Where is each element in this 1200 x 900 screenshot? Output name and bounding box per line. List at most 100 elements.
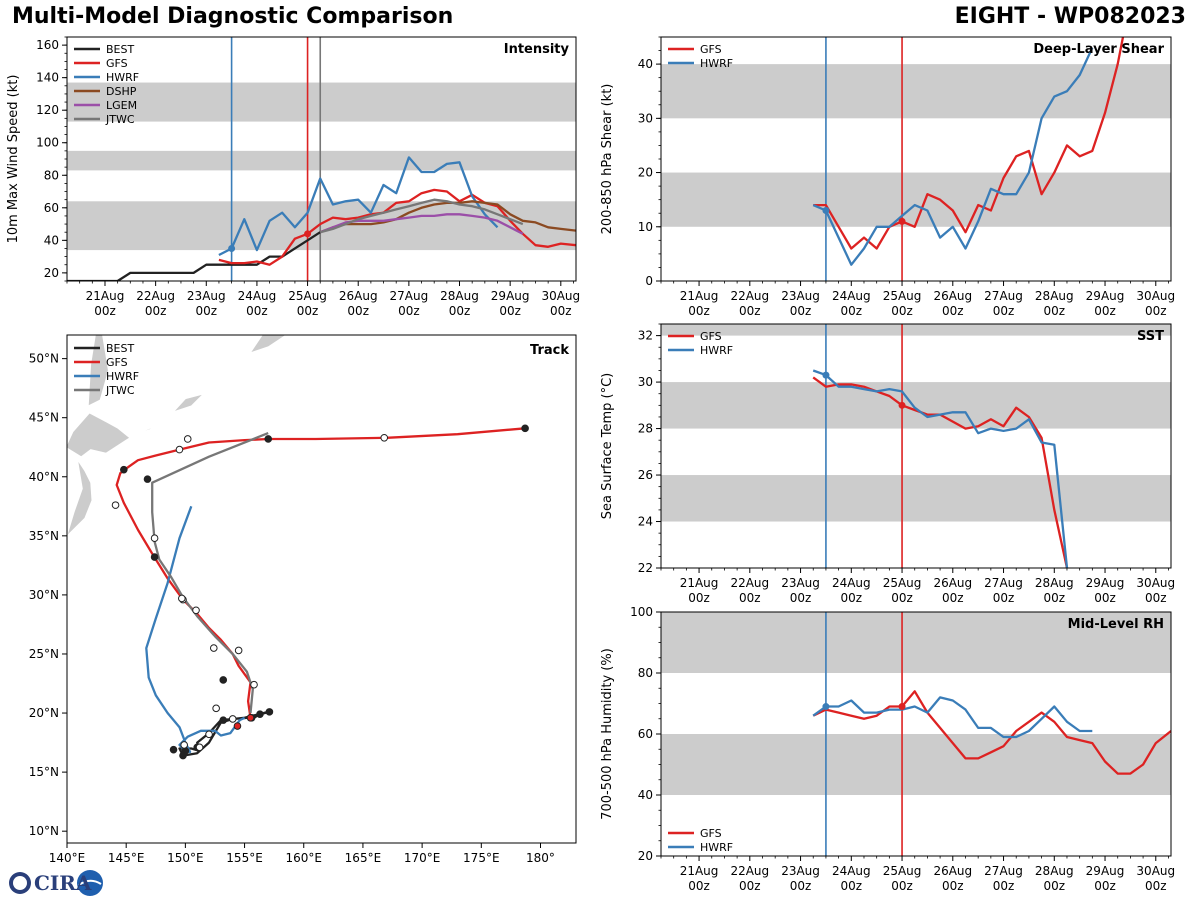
sst-band-1 [661, 382, 1171, 429]
rh-xtick-label: 27Aug 00z [984, 864, 1023, 893]
sst-marker-gfs [898, 401, 906, 409]
track-xtick-label: 150°E [167, 851, 204, 865]
rh-xtick-label: 29Aug 00z [1086, 864, 1125, 893]
track-point-best [169, 745, 178, 754]
shear-ytick-label: 30 [638, 111, 653, 125]
rh-ytick-label: 80 [638, 666, 653, 680]
track-legend-label: JTWC [105, 384, 135, 397]
rh-ytick-label: 60 [638, 727, 653, 741]
track-point-best [205, 730, 213, 739]
sst-frame [660, 323, 1172, 569]
intensity-ytick-label: 100 [36, 136, 59, 150]
rh-title: Mid-Level RH [1068, 617, 1164, 632]
track-point-gfs [120, 465, 128, 474]
track-point-hwrf [219, 676, 228, 684]
sst-xtick-label: 26Aug 00z [933, 576, 972, 605]
track-legend-label: BEST [106, 342, 134, 355]
shear-legend-label: HWRF [700, 57, 733, 70]
intensity-legend-label: HWRF [106, 71, 139, 84]
shear-series-gfs [813, 37, 1125, 250]
track-point-hwrf [180, 741, 188, 749]
track-ytick-label: 50°N [29, 352, 59, 366]
track-frame [66, 334, 577, 844]
land-kuril-1 [131, 417, 168, 436]
track-ytick-label: 40°N [29, 470, 59, 484]
intensity-ytick-label: 160 [36, 38, 59, 52]
shear-ytick-label: 0 [645, 274, 653, 288]
intensity-ytick-label: 120 [36, 103, 59, 117]
track-xtick-label: 155°E [226, 851, 263, 865]
shear-xtick-label: 29Aug 00z [1086, 289, 1125, 318]
track-point-hwrf [178, 594, 186, 603]
intensity-xtick-label: 22Aug 00z [136, 289, 175, 318]
sst-xtick-label: 24Aug 00z [832, 576, 871, 605]
intensity-legend-label: BEST [106, 43, 134, 56]
rh-ytick-label: 20 [638, 849, 653, 863]
intensity-ytick-label: 40 [44, 233, 59, 247]
shear-xtick-label: 26Aug 00z [933, 289, 972, 318]
sst-ytick-label: 28 [638, 422, 653, 436]
track-xtick-label: 160°E [285, 851, 322, 865]
track-plot-area [67, 335, 529, 760]
sst-band-2 [661, 324, 1171, 336]
track-point-best [228, 715, 237, 723]
track-legend-label: GFS [106, 356, 128, 369]
intensity-legend-label: LGEM [106, 99, 137, 112]
intensity-xtick-label: 25Aug 00z [288, 289, 327, 318]
sst-band-0 [661, 475, 1171, 522]
shear-xtick-label: 22Aug 00z [730, 289, 769, 318]
track-point-gfs [380, 433, 389, 442]
rh-series-hwrf [812, 696, 1093, 739]
track-title: Track [530, 343, 569, 358]
logo-text: CIRA [34, 871, 92, 895]
intensity-series-gfs [218, 188, 576, 266]
shear-marker-hwrf [822, 207, 830, 215]
shear-xtick-label: 21Aug 00z [680, 289, 719, 318]
intensity-legend-label: DSHP [106, 85, 137, 98]
shear-xtick-label: 23Aug 00z [781, 289, 820, 318]
intensity-xtick-label: 28Aug 00z [440, 289, 479, 318]
shear-band-1 [661, 64, 1171, 119]
shear-band-0 [661, 172, 1171, 227]
track-point-hwrf [150, 534, 159, 543]
cira-logo: CIRA [9, 870, 103, 896]
intensity-series-dshp [319, 200, 576, 234]
sst-ytick-label: 30 [638, 375, 653, 389]
rh-series-gfs [812, 690, 1171, 775]
sst-panel: 22 24 26 28 30 32 21Aug 00z 22Aug 00z 23Aug 00z 24Au… [600, 323, 1175, 605]
track-ytick-label: 45°N [29, 411, 59, 425]
track-point-gfs [175, 445, 184, 454]
intensity-xtick-label: 30Aug 00z [541, 289, 580, 318]
track-point-best [265, 708, 274, 716]
track-point-gfs [521, 424, 529, 433]
intensity-marker-gfs [304, 230, 312, 238]
cira-logo-icon [77, 870, 103, 896]
rh-band-1 [661, 612, 1171, 673]
land-hokkaido [67, 412, 131, 458]
track-point-hwrf [209, 644, 218, 652]
track-panel: 140°E 145°E 150°E 155°E 160°E 165°E 170°E 175°E… [29, 334, 577, 865]
rh-xtick-label: 21Aug 00z [680, 864, 719, 893]
shear-xtick-label: 27Aug 00z [984, 289, 1023, 318]
shear-marker-gfs [898, 217, 906, 225]
intensity-panel: 20 40 60 80 100 120 140 160 21Aug 00z 22Aug 00z 23Au… [6, 36, 580, 318]
track-xtick-label: 140°E [49, 851, 86, 865]
sst-ylabel: Sea Surface Temp (°C) [600, 373, 615, 520]
shear-xtick-label: 30Aug 00z [1136, 289, 1175, 318]
sst-xtick-label: 22Aug 00z [730, 576, 769, 605]
rh-ytick-label: 100 [630, 605, 653, 619]
shear-xtick-label: 25Aug 00z [883, 289, 922, 318]
track-xtick-label: 170°E [404, 851, 441, 865]
track-xtick-label: 165°E [345, 851, 382, 865]
rh-xtick-label: 22Aug 00z [730, 864, 769, 893]
track-ytick-label: 35°N [29, 529, 59, 543]
rh-xtick-label: 30Aug 00z [1136, 864, 1175, 893]
rh-plot-area [661, 612, 1171, 856]
shear-ytick-label: 40 [638, 57, 653, 71]
track-legend-label: HWRF [106, 370, 139, 383]
track-ytick-label: 25°N [29, 647, 59, 661]
sst-legend-label: GFS [700, 330, 722, 343]
shear-ytick-label: 10 [638, 220, 653, 234]
sst-xtick-label: 30Aug 00z [1136, 576, 1175, 605]
